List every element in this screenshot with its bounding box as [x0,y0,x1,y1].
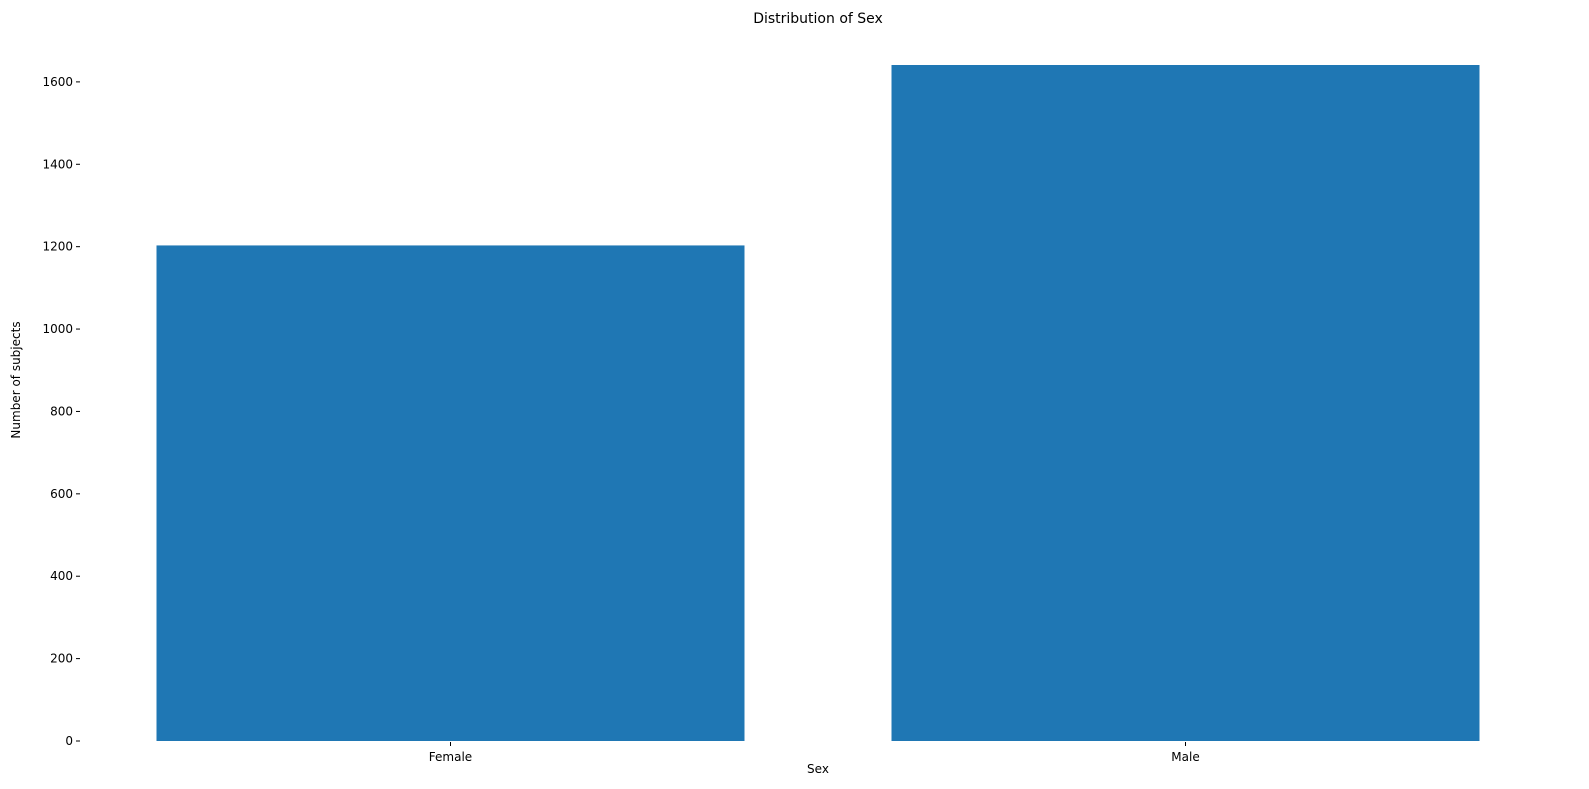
chart-title: Distribution of Sex [753,11,883,27]
y-tick-label: 800 [50,404,73,418]
y-axis: 0 200 400 600 800 1000 1200 1400 1600 [42,75,80,748]
y-tick-label: 0 [65,734,73,748]
y-tick-label: 200 [50,652,73,666]
y-tick-label: 400 [50,569,73,583]
x-tick-label: Male [1171,750,1199,764]
bar-male [891,65,1480,741]
bars-group [156,65,1480,741]
x-axis-label: Sex [807,762,829,776]
y-tick-label: 600 [50,487,73,501]
x-tick-label: Female [429,750,472,764]
bar-female [156,245,745,741]
y-tick-label: 1000 [42,322,73,336]
x-axis: Female Male [429,742,1200,764]
y-tick-label: 1200 [42,240,73,254]
y-tick-label: 1600 [42,75,73,89]
y-tick-label: 1400 [42,157,73,171]
y-axis-label: Number of subjects [9,321,23,438]
